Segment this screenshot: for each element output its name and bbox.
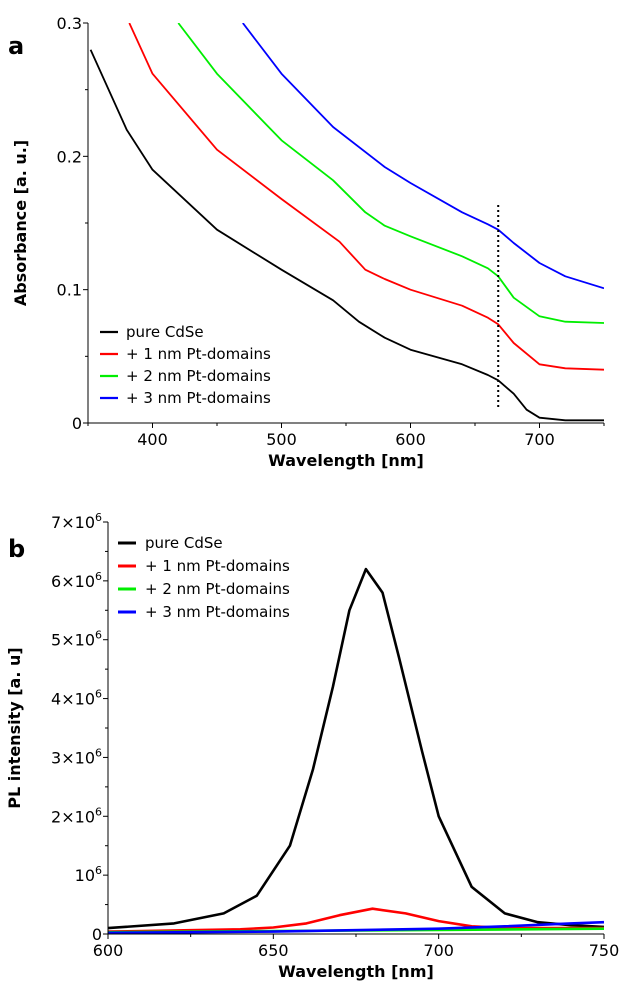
y-tick-label-exponent: 6 bbox=[95, 805, 102, 818]
x-tick-label: 700 bbox=[524, 430, 555, 449]
y-tick-label: 4×106 bbox=[51, 688, 102, 709]
y-tick-label-exponent: 6 bbox=[95, 629, 102, 642]
series-line-4 bbox=[242, 23, 604, 290]
y-tick-label-base: 10 bbox=[75, 866, 95, 885]
x-tick-label: 600 bbox=[93, 941, 124, 960]
legend-label: + 1 nm Pt-domains bbox=[145, 557, 290, 575]
y-tick-label: 7×106 bbox=[51, 511, 102, 532]
legend-label: + 1 nm Pt-domains bbox=[126, 345, 271, 363]
y-tick-label-base: 2×10 bbox=[51, 807, 95, 826]
x-tick-label: 650 bbox=[258, 941, 289, 960]
panel-b-letter: b bbox=[8, 535, 25, 563]
y-tick-label: 6×106 bbox=[51, 570, 102, 591]
legend-label: pure CdSe bbox=[126, 323, 204, 341]
y-tick-label-exponent: 6 bbox=[95, 570, 102, 583]
y-tick-label: 0 bbox=[92, 925, 102, 944]
x-tick-label: 600 bbox=[395, 430, 426, 449]
series-line-2 bbox=[128, 23, 604, 371]
series-line-3 bbox=[177, 23, 604, 324]
y-tick-label: 106 bbox=[75, 864, 102, 885]
y-tick-label-exponent: 6 bbox=[95, 688, 102, 701]
panel-a-letter: a bbox=[8, 32, 24, 60]
series-line-4 bbox=[108, 920, 604, 934]
x-tick-label: 500 bbox=[266, 430, 297, 449]
y-tick-label: 0.1 bbox=[57, 281, 82, 300]
panel-b-plot: 600 650 700 75001062×1063×1064×1065×1066×10… bbox=[5, 511, 619, 981]
y-tick-label-base: 3×10 bbox=[51, 748, 95, 767]
y-axis-title: PL intensity [a. u] bbox=[5, 647, 24, 808]
y-axis-title: Absorbance [a. u.] bbox=[11, 140, 30, 306]
y-tick-label-base: 6×10 bbox=[51, 572, 95, 591]
y-tick-label-base: 4×10 bbox=[51, 690, 95, 709]
legend-label: + 2 nm Pt-domains bbox=[126, 367, 271, 385]
panel-b: b 600 650 700 75001062×1063×1064×1065×1066×… bbox=[5, 511, 619, 981]
series-line-1 bbox=[108, 567, 604, 930]
y-tick-label: 0 bbox=[72, 414, 82, 433]
y-tick-label-exponent: 6 bbox=[95, 511, 102, 524]
legend-label: + 3 nm Pt-domains bbox=[126, 389, 271, 407]
y-tick-label-base: 7×10 bbox=[51, 513, 95, 532]
y-tick-label: 5×106 bbox=[51, 629, 102, 650]
legend-label: + 3 nm Pt-domains bbox=[145, 603, 290, 621]
x-tick-label: 400 bbox=[137, 430, 168, 449]
legend-label: + 2 nm Pt-domains bbox=[145, 580, 290, 598]
y-tick-label: 3×106 bbox=[51, 746, 102, 767]
y-tick-label-exponent: 6 bbox=[95, 746, 102, 759]
panel-a-plot: 400 500 600 700 0 0.1 0.2 0.3 Wavelength [nm] Abs… bbox=[11, 14, 605, 470]
series-line-1 bbox=[89, 49, 604, 422]
x-tick-label: 700 bbox=[423, 941, 454, 960]
y-tick-label: 0.3 bbox=[57, 14, 82, 33]
y-tick-label: 0.2 bbox=[57, 147, 82, 166]
x-axis-title: Wavelength [nm] bbox=[278, 962, 434, 981]
y-tick-label-exponent: 6 bbox=[95, 864, 102, 877]
legend-label: pure CdSe bbox=[145, 534, 223, 552]
y-tick-label: 2×106 bbox=[51, 805, 102, 826]
x-axis-title: Wavelength [nm] bbox=[268, 451, 424, 470]
y-tick-label-base: 5×10 bbox=[51, 631, 95, 650]
panel-a: a 400 500 600 700 0 0.1 0.2 0.3 Wavelength [nm] A… bbox=[8, 14, 605, 470]
x-tick-label: 750 bbox=[589, 941, 620, 960]
